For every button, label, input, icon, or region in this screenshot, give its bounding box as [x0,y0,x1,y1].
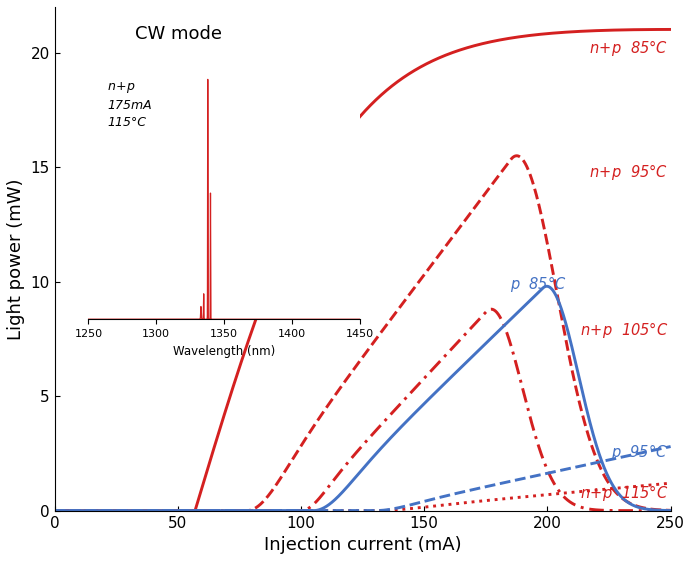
Text: $n\!+\!p$  85°C: $n\!+\!p$ 85°C [589,38,668,58]
Y-axis label: Light power (mW): Light power (mW) [7,178,25,339]
Text: CW mode: CW mode [135,25,221,43]
Text: $p$  85°C: $p$ 85°C [511,274,567,294]
X-axis label: Injection current (mA): Injection current (mA) [264,536,462,554]
Text: $n\!+\!p$  105°C: $n\!+\!p$ 105°C [580,320,668,340]
Text: $p$  95°C: $p$ 95°C [612,442,668,462]
Text: $n\!+\!p$  95°C: $n\!+\!p$ 95°C [589,162,668,182]
Text: $n\!+\!p$  115°C: $n\!+\!p$ 115°C [580,484,668,503]
